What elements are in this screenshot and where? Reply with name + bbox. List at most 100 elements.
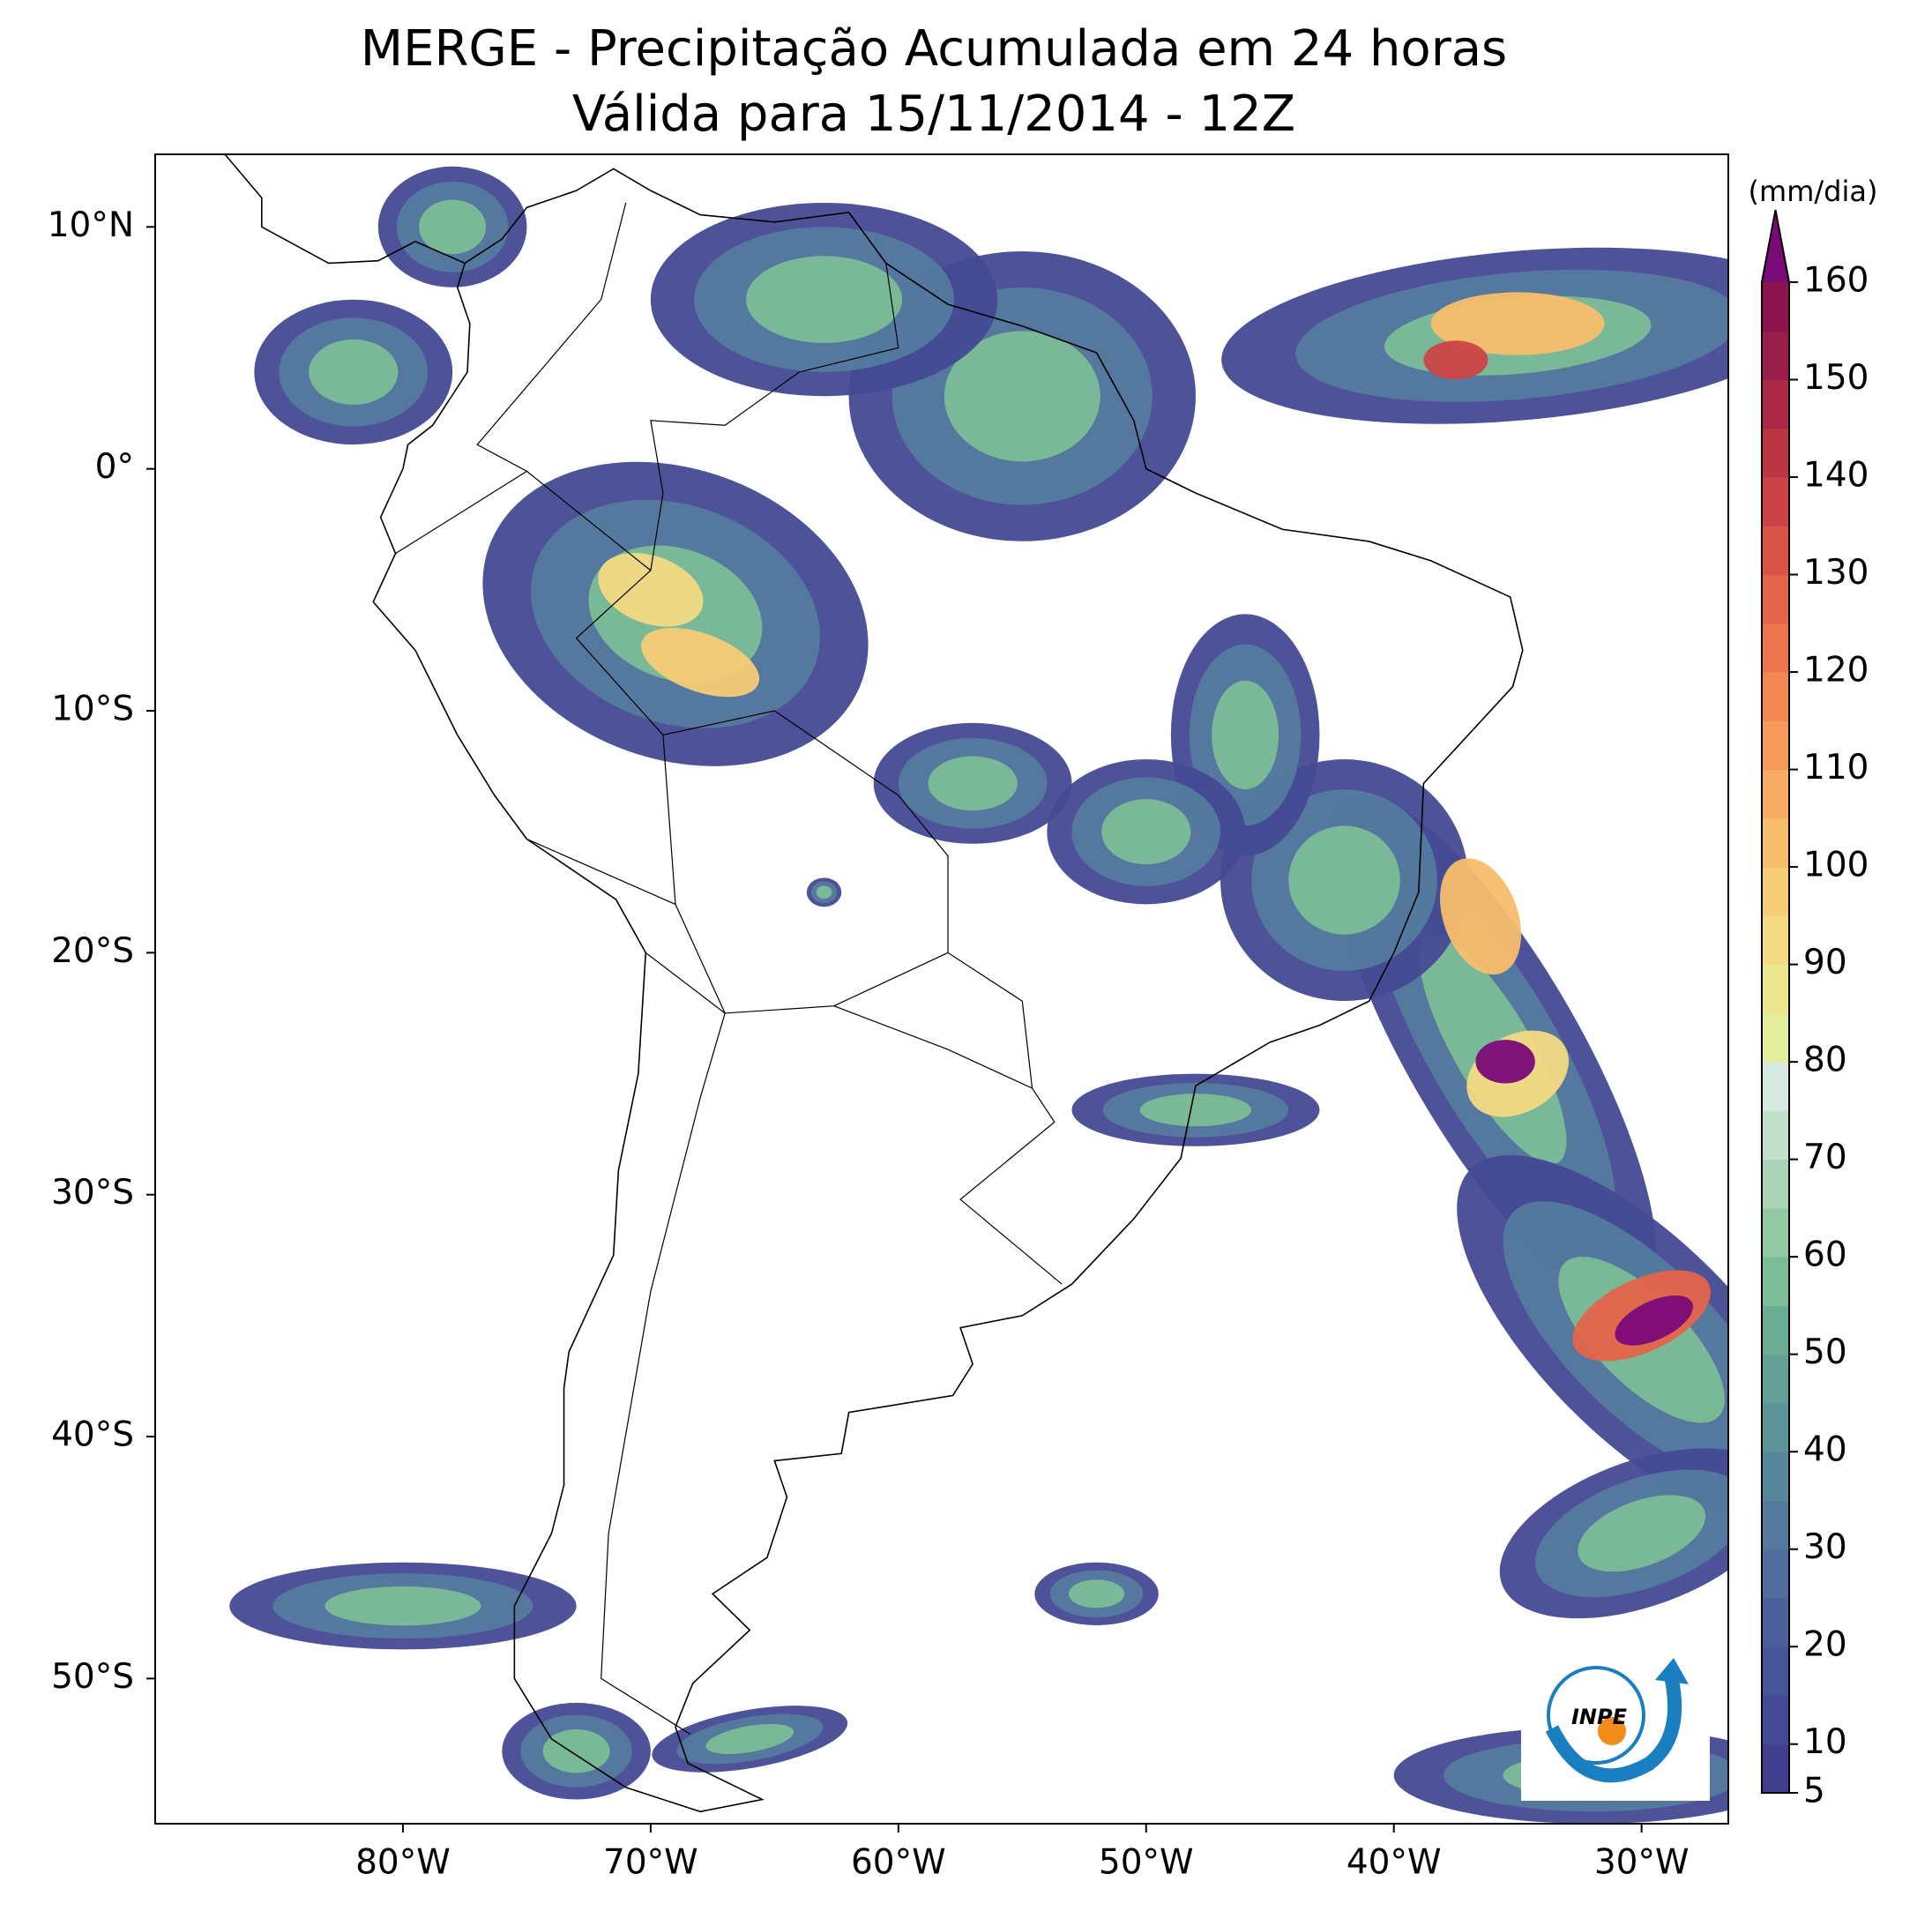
colorbar-tick-label: 70 — [1803, 1138, 1847, 1177]
rain-area — [1615, 1295, 1693, 1346]
y-tick-label: 50°S — [51, 1657, 134, 1697]
colorbar-band — [1762, 964, 1789, 1014]
colorbar-band — [1762, 1207, 1789, 1258]
colorbar-tick-label: 50 — [1803, 1332, 1847, 1372]
colorbar-band — [1762, 1695, 1789, 1745]
colorbar-band — [1762, 1110, 1789, 1161]
colorbar-band — [1762, 379, 1789, 429]
colorbar-band — [1762, 1402, 1789, 1452]
colorbar-band — [1762, 1257, 1789, 1306]
colorbar-band — [1762, 428, 1789, 478]
y-tick-label: 10°N — [48, 205, 134, 245]
colorbar-tick-label: 110 — [1803, 748, 1869, 788]
colorbar-band — [1762, 769, 1789, 819]
chart-title: MERGE - Precipitação Acumulada em 24 hor… — [361, 20, 1507, 78]
rain-area — [1440, 858, 1522, 975]
border — [833, 1005, 1033, 1089]
logo: INPE — [1521, 1651, 1710, 1801]
x-tick-label: 70°W — [603, 1843, 698, 1883]
colorbar-tick-label: 20 — [1803, 1625, 1847, 1665]
rain-area — [705, 1723, 794, 1754]
colorbar-tick-label: 10 — [1803, 1722, 1847, 1762]
border — [575, 263, 899, 735]
logo-orbit — [1547, 1666, 1645, 1765]
colorbar-tick-label: 150 — [1803, 358, 1869, 398]
colorbar-tick-label: 90 — [1803, 943, 1847, 982]
colorbar-band — [1762, 817, 1789, 868]
rain-area — [1430, 292, 1605, 355]
rain-area — [641, 627, 760, 698]
coastline — [372, 168, 1524, 1813]
border — [662, 710, 1063, 1285]
colorbar-extend — [1762, 210, 1789, 282]
border — [600, 952, 726, 1735]
rain-area — [1068, 1579, 1125, 1609]
rain-area — [542, 1729, 610, 1773]
colorbar-band — [1762, 331, 1789, 381]
rain-area — [1475, 1040, 1535, 1084]
rain-area — [816, 885, 832, 900]
rain-area — [1423, 340, 1488, 380]
coastline — [223, 154, 466, 265]
colorbar-band — [1762, 1159, 1789, 1209]
colorbar-tick-label: 160 — [1803, 261, 1869, 301]
y-tick-label: 30°S — [51, 1173, 134, 1213]
rain-area — [419, 199, 487, 255]
rain-area — [1288, 825, 1400, 935]
colorbar-band — [1762, 1354, 1789, 1404]
colorbar-band — [1762, 1549, 1789, 1599]
chart-subtitle: Válida para 15/11/2014 - 12Z — [572, 86, 1295, 143]
colorbar-band — [1762, 1305, 1789, 1355]
x-tick-label: 80°W — [355, 1843, 451, 1883]
rain-area — [1578, 1495, 1706, 1572]
colorbar-band — [1762, 574, 1789, 624]
colorbar-tick-label: 120 — [1803, 651, 1869, 690]
rain-area — [309, 339, 399, 405]
colorbar-band — [1762, 867, 1789, 916]
colorbar-tick-label: 5 — [1803, 1772, 1825, 1811]
colorbar-tick-label: 30 — [1803, 1527, 1847, 1567]
y-tick-label: 20°S — [51, 931, 134, 971]
map-frame — [154, 153, 1729, 1825]
colorbar-tick-label: 60 — [1803, 1235, 1847, 1275]
rain-area — [1101, 799, 1191, 865]
colorbar-tick-label: 130 — [1803, 553, 1869, 593]
border — [526, 838, 676, 906]
colorbar-band — [1762, 1646, 1789, 1696]
logo-arrow-head — [1655, 1658, 1689, 1684]
colorbar-band — [1762, 282, 1789, 332]
colorbar-tick-label: 140 — [1803, 456, 1869, 496]
y-tick-label: 10°S — [51, 690, 134, 729]
logo-arrow — [1545, 1674, 1682, 1783]
x-tick-label: 30°W — [1594, 1843, 1690, 1883]
y-tick-label: 0° — [95, 447, 134, 487]
logo-dot — [1598, 1717, 1626, 1745]
colorbar-band — [1762, 1500, 1789, 1550]
rain-area — [1139, 1094, 1252, 1127]
colorbar-band — [1762, 720, 1789, 771]
rain-area — [1212, 680, 1279, 790]
border — [476, 202, 652, 571]
rain-area — [928, 756, 1018, 811]
colorbar-band — [1762, 526, 1789, 576]
colorbar-outline — [1761, 209, 1790, 1794]
rain-area — [598, 553, 704, 627]
colorbar-band — [1762, 477, 1789, 526]
colorbar-tick-label: 40 — [1803, 1430, 1847, 1470]
x-tick-label: 40°W — [1346, 1843, 1442, 1883]
colorbar-tick-label: 100 — [1803, 846, 1869, 885]
colorbar-band — [1762, 623, 1789, 673]
rain-area — [324, 1586, 481, 1626]
colorbar-band — [1762, 915, 1789, 966]
logo-text: INPE — [1571, 1705, 1628, 1729]
colorbar-tick-label: 80 — [1803, 1041, 1847, 1080]
colorbar-band — [1762, 1012, 1789, 1063]
rain-area — [746, 256, 903, 343]
colorbar-label: (mm/dia) — [1749, 175, 1878, 208]
x-tick-label: 60°W — [851, 1843, 946, 1883]
rain-area — [944, 331, 1100, 462]
colorbar-band — [1762, 1597, 1789, 1647]
map — [223, 154, 1728, 1824]
y-tick-label: 40°S — [51, 1415, 134, 1455]
